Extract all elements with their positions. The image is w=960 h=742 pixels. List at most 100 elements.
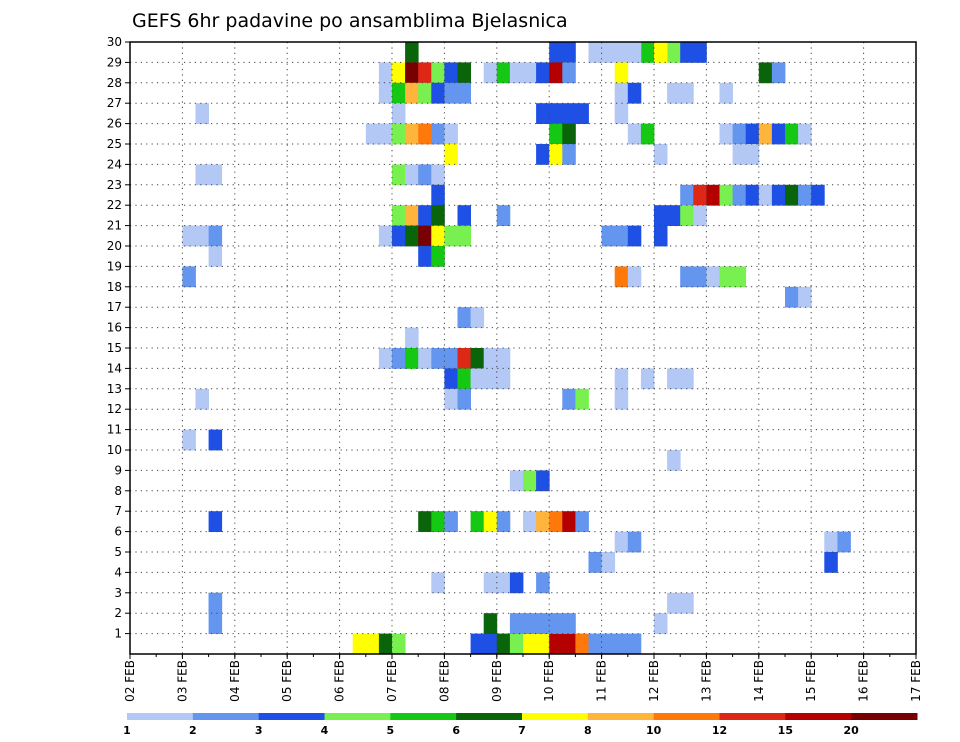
legend-label: 6 bbox=[452, 724, 460, 737]
x-tick-label: 10 FEB bbox=[542, 660, 556, 702]
heatmap-cell bbox=[798, 123, 812, 145]
heatmap-cell bbox=[457, 348, 471, 369]
y-tick-label: 14 bbox=[107, 361, 122, 375]
heatmap-cell bbox=[785, 286, 799, 308]
heatmap-cell bbox=[811, 184, 825, 206]
heatmap-cell bbox=[496, 348, 511, 369]
heatmap-cell bbox=[575, 511, 589, 532]
heatmap-cell bbox=[444, 144, 458, 165]
legend-swatch bbox=[127, 713, 194, 720]
heatmap-cell bbox=[614, 531, 629, 553]
legend-label: 3 bbox=[255, 724, 263, 737]
heatmap-cell bbox=[378, 348, 393, 369]
heatmap-cell bbox=[418, 62, 432, 84]
heatmap-cell bbox=[378, 62, 393, 84]
heatmap-cell bbox=[575, 103, 589, 124]
heatmap-cell bbox=[680, 42, 694, 63]
heatmap-cell bbox=[195, 164, 209, 186]
heatmap-cell bbox=[444, 123, 458, 145]
heatmap-cell bbox=[562, 123, 576, 145]
heatmap-cell bbox=[562, 42, 576, 63]
heatmap-cell bbox=[509, 613, 524, 634]
heatmap-cell bbox=[680, 184, 694, 206]
heatmap-cell bbox=[601, 225, 616, 247]
heatmap-cell bbox=[745, 123, 760, 145]
heatmap-cell bbox=[536, 511, 550, 532]
y-tick-label: 15 bbox=[107, 341, 122, 355]
heatmap-cell bbox=[208, 164, 223, 186]
legend-label: 5 bbox=[387, 724, 395, 737]
heatmap-cell bbox=[732, 144, 747, 165]
heatmap-cell bbox=[575, 388, 589, 410]
heatmap-cell bbox=[667, 592, 681, 614]
heatmap-cell bbox=[457, 62, 471, 84]
x-tick-label: 05 FEB bbox=[280, 660, 294, 702]
x-tick-label: 13 FEB bbox=[699, 660, 713, 702]
heatmap-cell bbox=[654, 225, 668, 247]
heatmap-cell bbox=[496, 633, 511, 655]
heatmap-cell bbox=[588, 633, 602, 655]
heatmap-cell bbox=[667, 205, 681, 226]
heatmap-cell bbox=[208, 225, 223, 247]
heatmap-cell bbox=[378, 123, 393, 145]
heatmap-cell bbox=[785, 123, 799, 145]
x-tick-label: 09 FEB bbox=[490, 660, 504, 702]
heatmap-cell bbox=[719, 184, 733, 206]
heatmap-cell bbox=[431, 572, 445, 594]
heatmap-cell bbox=[562, 613, 576, 634]
heatmap-cell bbox=[549, 123, 563, 145]
legend-swatch bbox=[258, 713, 325, 720]
heatmap-cell bbox=[536, 633, 550, 655]
heatmap-cell bbox=[405, 62, 419, 84]
heatmap-cell bbox=[405, 225, 419, 247]
heatmap-cell bbox=[549, 42, 563, 63]
heatmap-cell bbox=[405, 42, 419, 63]
heatmap-cell bbox=[418, 511, 432, 532]
heatmap-cell bbox=[483, 613, 498, 634]
heatmap-cell bbox=[680, 266, 694, 288]
heatmap-cell bbox=[549, 511, 563, 532]
x-tick-label: 04 FEB bbox=[228, 660, 242, 702]
heatmap-cell bbox=[680, 82, 694, 104]
x-tick-label: 11 FEB bbox=[595, 660, 609, 702]
legend-label: 12 bbox=[712, 724, 727, 737]
heatmap-cell bbox=[758, 62, 773, 84]
heatmap-cell bbox=[614, 225, 629, 247]
heatmap-cell bbox=[654, 42, 668, 63]
heatmap-cell bbox=[732, 123, 747, 145]
heatmap-cell bbox=[496, 62, 511, 84]
legend-label: 10 bbox=[646, 724, 662, 737]
heatmap-cell bbox=[693, 184, 707, 206]
heatmap-cell bbox=[418, 225, 432, 247]
heatmap-cell bbox=[745, 144, 760, 165]
y-tick-label: 2 bbox=[114, 606, 122, 620]
x-tick-label: 17 FEB bbox=[909, 660, 923, 702]
heatmap-cell bbox=[562, 633, 576, 655]
heatmap-cell bbox=[352, 633, 367, 655]
heatmap-cell bbox=[496, 368, 511, 390]
heatmap-cell bbox=[588, 552, 602, 573]
legend-label: 20 bbox=[844, 724, 860, 737]
legend-swatch bbox=[456, 713, 523, 720]
heatmap-cell bbox=[562, 103, 576, 124]
heatmap-cell bbox=[798, 184, 812, 206]
heatmap-cell bbox=[614, 266, 629, 288]
heatmap-cell bbox=[680, 368, 694, 390]
heatmap-cell bbox=[496, 511, 511, 532]
heatmap-cell bbox=[418, 205, 432, 226]
heatmap-cell bbox=[654, 144, 668, 165]
heatmap-cell bbox=[444, 511, 458, 532]
x-tick-label: 07 FEB bbox=[385, 660, 399, 702]
y-tick-label: 28 bbox=[107, 76, 122, 90]
heatmap-cell bbox=[378, 82, 393, 104]
heatmap-cell bbox=[496, 205, 511, 226]
y-tick-label: 30 bbox=[107, 35, 122, 49]
heatmap-cell bbox=[392, 348, 406, 369]
heatmap-cell bbox=[208, 613, 223, 634]
heatmap-cell bbox=[208, 246, 223, 267]
heatmap-cell bbox=[667, 368, 681, 390]
heatmap-cell bbox=[719, 266, 733, 288]
heatmap-cell bbox=[719, 123, 733, 145]
heatmap-cell bbox=[680, 592, 694, 614]
heatmap-cell bbox=[562, 511, 576, 532]
